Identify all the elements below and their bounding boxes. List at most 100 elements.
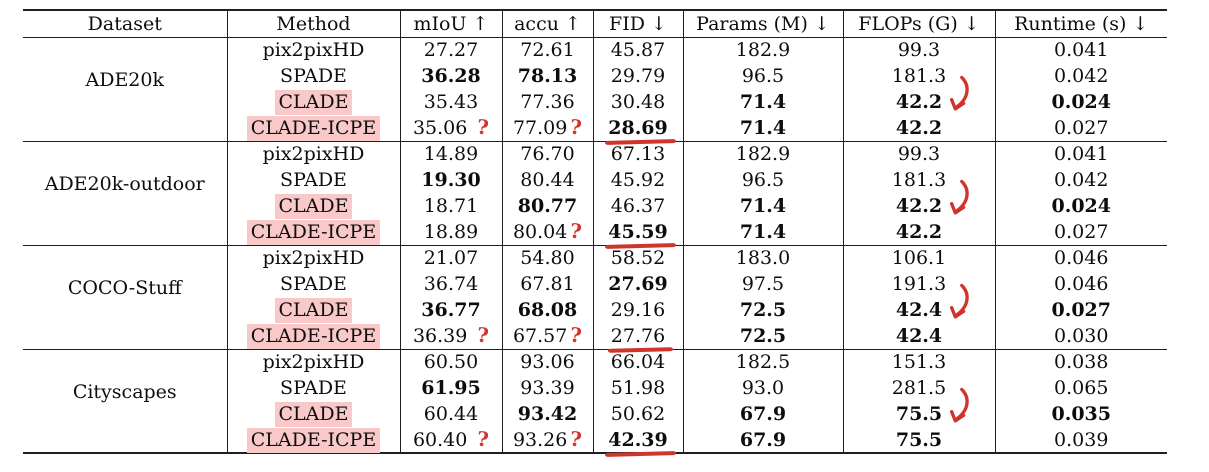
header-row: Dataset Method mIoU ↑ accu ↑ FID ↓ Param… bbox=[23, 10, 1167, 37]
cell-params: 72.5 bbox=[682, 323, 843, 349]
question-mark: ? bbox=[476, 322, 491, 348]
table-row: SPADE 61.95 93.39 51.98 93.0 281.5 0.065 bbox=[23, 375, 1167, 401]
cell-runtime: 0.027 bbox=[994, 115, 1167, 141]
cell-miou: 36.74 bbox=[399, 271, 502, 297]
col-header-miou: mIoU ↑ bbox=[399, 10, 502, 37]
cell-fid: 42.39 bbox=[592, 427, 683, 453]
table-row: COCO-Stuff pix2pixHD 21.07 54.80 58.52 1… bbox=[23, 245, 1167, 299]
table-row: CLADE-ICPE 35.06? 77.09? 28.69 71.4 42.2… bbox=[23, 114, 1167, 141]
cell-fid: 29.16 bbox=[592, 297, 683, 323]
highlighted-method: CLADE-ICPE bbox=[246, 323, 381, 349]
method-cell: pix2pixHD bbox=[226, 141, 400, 167]
cell-runtime: 0.038 bbox=[994, 349, 1167, 375]
cell-flops: 75.5 bbox=[842, 427, 995, 453]
method-cell: SPADE bbox=[226, 63, 400, 89]
cell-miou: 60.44 bbox=[399, 401, 502, 427]
cell-flops: 181.3 bbox=[842, 63, 995, 89]
cell-runtime: 0.042 bbox=[994, 63, 1167, 89]
cell-miou: 27.27 bbox=[399, 37, 502, 63]
cell-miou: 36.77 bbox=[399, 297, 502, 323]
table-row: CLADE-ICPE 60.40? 93.26? 42.39 67.9 75.5… bbox=[23, 425, 1167, 453]
highlighted-method: CLADE bbox=[274, 298, 353, 323]
col-header-runtime: Runtime (s) ↓ bbox=[994, 10, 1167, 37]
cell-fid: 45.59 bbox=[592, 219, 683, 245]
cell-fid: 28.69 bbox=[592, 115, 683, 141]
red-underlined-value: 42.39 bbox=[608, 428, 668, 451]
highlighted-method: CLADE-ICPE bbox=[246, 219, 381, 245]
cell-miou: 61.95 bbox=[399, 375, 502, 401]
cell-flops: 106.1 bbox=[842, 245, 995, 271]
question-mark: ? bbox=[569, 114, 584, 140]
cell-miou: 36.28 bbox=[399, 63, 502, 89]
cell-runtime: 0.041 bbox=[994, 37, 1167, 63]
cell-params: 96.5 bbox=[682, 63, 843, 89]
cell-accu: 93.26? bbox=[501, 425, 593, 453]
cell-fid: 45.92 bbox=[592, 167, 683, 193]
question-mark: ? bbox=[569, 425, 584, 452]
cell-miou: 35.06? bbox=[399, 114, 502, 141]
cell-fid: 27.76 bbox=[592, 323, 683, 349]
cell-accu: 78.13 bbox=[501, 63, 593, 89]
cell-miou: 60.40? bbox=[399, 425, 502, 453]
dataset-label-ade20k: ADE20k bbox=[85, 68, 164, 91]
cell-params: 183.0 bbox=[682, 245, 843, 271]
cell-accu: 76.70 bbox=[501, 141, 593, 167]
cell-params: 71.4 bbox=[682, 193, 843, 219]
method-cell: SPADE bbox=[226, 375, 400, 401]
cell-flops: 99.3 bbox=[842, 141, 995, 167]
question-mark: ? bbox=[476, 114, 491, 140]
table-row: CLADE-ICPE 36.39? 67.57? 27.76 72.5 42.4… bbox=[23, 322, 1167, 349]
cell-runtime: 0.030 bbox=[994, 323, 1167, 349]
table-row: SPADE 36.28 78.13 29.79 96.5 181.3 0.042 bbox=[23, 63, 1167, 89]
table-row: SPADE 19.30 80.44 45.92 96.5 181.3 0.042 bbox=[23, 167, 1167, 193]
cell-accu: 77.09? bbox=[501, 114, 593, 141]
method-cell: SPADE bbox=[226, 271, 400, 297]
cell-miou: 18.89 bbox=[399, 219, 502, 245]
cell-params: 97.5 bbox=[682, 271, 843, 297]
highlighted-method: CLADE bbox=[274, 194, 353, 219]
method-cell: CLADE-ICPE bbox=[226, 427, 400, 453]
question-mark: ? bbox=[569, 322, 584, 348]
cell-runtime: 0.046 bbox=[994, 245, 1167, 271]
col-header-flops: FLOPs (G) ↓ bbox=[842, 10, 995, 37]
cell-runtime: 0.035 bbox=[994, 401, 1167, 427]
cell-accu: 80.04? bbox=[501, 218, 593, 245]
cell-accu: 80.77 bbox=[501, 193, 593, 219]
table-row: Cityscapes pix2pixHD 60.50 93.06 66.04 1… bbox=[23, 349, 1167, 403]
cell-flops: 191.3 bbox=[842, 271, 995, 297]
cell-runtime: 0.039 bbox=[994, 427, 1167, 453]
table-row: ADE20k pix2pixHD 27.27 72.61 45.87 182.9… bbox=[23, 37, 1167, 91]
dataset-label-coco-stuff: COCO-Stuff bbox=[67, 276, 182, 299]
cell-params: 67.9 bbox=[682, 401, 843, 427]
method-cell: CLADE bbox=[226, 401, 400, 427]
cell-params: 71.4 bbox=[682, 219, 843, 245]
cell-runtime: 0.024 bbox=[994, 89, 1167, 115]
cell-miou: 19.30 bbox=[399, 167, 502, 193]
cell-params: 182.5 bbox=[682, 349, 843, 375]
cell-accu: 93.06 bbox=[501, 349, 593, 375]
method-cell: CLADE bbox=[226, 193, 400, 219]
cell-accu: 67.81 bbox=[501, 271, 593, 297]
method-cell: SPADE bbox=[226, 167, 400, 193]
cell-flops: 42.2 bbox=[842, 115, 995, 141]
question-mark: ? bbox=[476, 425, 491, 452]
cell-fid: 58.52 bbox=[592, 245, 683, 271]
col-header-method: Method bbox=[226, 10, 400, 37]
cell-fid: 45.87 bbox=[592, 37, 683, 63]
highlighted-method: CLADE bbox=[274, 402, 353, 427]
cell-flops: 42.4 bbox=[842, 283, 995, 323]
cell-miou: 18.71 bbox=[399, 193, 502, 219]
cell-runtime: 0.046 bbox=[994, 271, 1167, 297]
cell-runtime: 0.024 bbox=[994, 193, 1167, 219]
cell-accu: 54.80 bbox=[501, 245, 593, 271]
cell-params: 71.4 bbox=[682, 115, 843, 141]
col-header-fid: FID ↓ bbox=[592, 10, 683, 37]
method-cell: CLADE-ICPE bbox=[226, 115, 400, 141]
cell-flops: 181.3 bbox=[842, 167, 995, 193]
method-cell: CLADE-ICPE bbox=[226, 219, 400, 245]
question-mark: ? bbox=[569, 218, 584, 244]
table-row: CLADE 60.44 93.42 50.62 67.9 75.5 0.035 bbox=[23, 387, 1167, 427]
cell-miou: 60.50 bbox=[399, 349, 502, 375]
method-cell: CLADE bbox=[226, 89, 400, 115]
